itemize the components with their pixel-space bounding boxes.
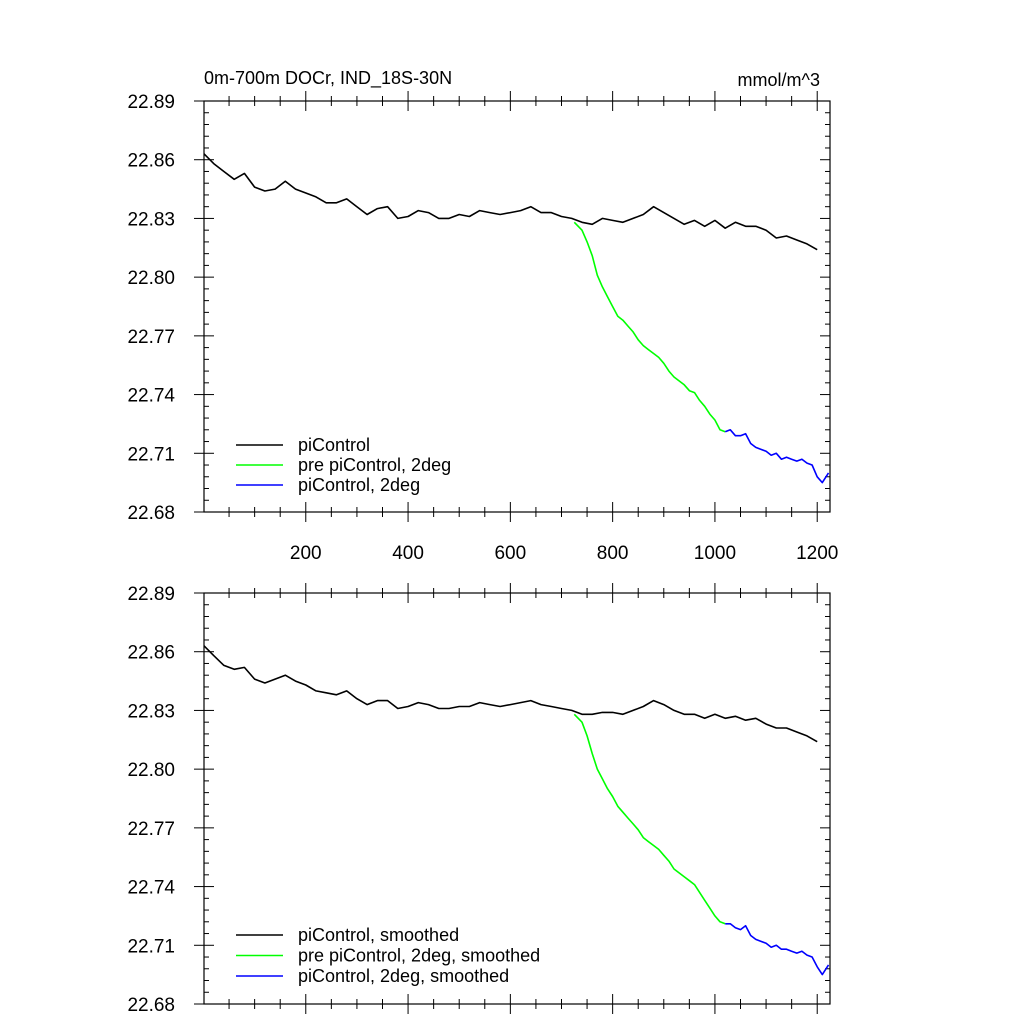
y-tick-label: 22.68 [127, 995, 175, 1016]
y-tick-label: 22.68 [127, 503, 175, 524]
legend-label: piControl, 2deg, smoothed [298, 966, 509, 986]
x-tick-label: 600 [494, 543, 526, 564]
legend-label: piControl, smoothed [298, 925, 459, 945]
series-line [203, 153, 818, 251]
plot-frame [203, 592, 831, 1005]
legend-label: pre piControl, 2deg [298, 455, 451, 475]
y-tick-label: 22.71 [127, 444, 175, 465]
y-tick-label: 22.89 [127, 92, 175, 113]
y-tick-label: 22.74 [127, 878, 175, 899]
series-line [573, 713, 726, 925]
bottom-panel: 22.68 22.71 22.74 22.77 22.80 22.83 22.86 22.89… [127, 583, 831, 1016]
y-tick-label: 22.71 [127, 936, 175, 957]
top-panel: 22.68 22.71 22.74 22.77 22.80 22.83 22.86 22.89… [127, 91, 838, 564]
x-tick-label: 400 [392, 543, 424, 564]
series-line [203, 645, 818, 743]
x-tick-label: 200 [290, 543, 322, 564]
units-label: mmol/m^3 [738, 70, 820, 90]
y-tick-label: 22.83 [127, 701, 175, 722]
legend-label: piControl, 2deg [298, 475, 420, 495]
x-tick-label: 800 [597, 543, 629, 564]
legend-label: pre piControl, 2deg, smoothed [298, 946, 540, 966]
y-tick-label: 22.83 [127, 209, 175, 230]
y-tick-label: 22.77 [127, 327, 175, 348]
chart-title: 0m-700m DOCr, IND_18S-30N [204, 68, 452, 89]
legend-label: piControl [298, 435, 370, 455]
plot-frame [203, 100, 831, 513]
y-tick-label: 22.80 [127, 760, 175, 781]
y-tick-label: 22.74 [127, 386, 175, 407]
series-line [573, 221, 726, 433]
x-tick-label: 1000 [694, 543, 736, 564]
x-tick-label: 1200 [796, 543, 838, 564]
series-line [724, 428, 830, 484]
series-line [725, 922, 830, 976]
y-tick-label: 22.89 [127, 584, 175, 605]
y-tick-label: 22.80 [127, 268, 175, 289]
y-tick-label: 22.86 [127, 151, 175, 172]
y-tick-label: 22.77 [127, 819, 175, 840]
y-tick-label: 22.86 [127, 643, 175, 664]
